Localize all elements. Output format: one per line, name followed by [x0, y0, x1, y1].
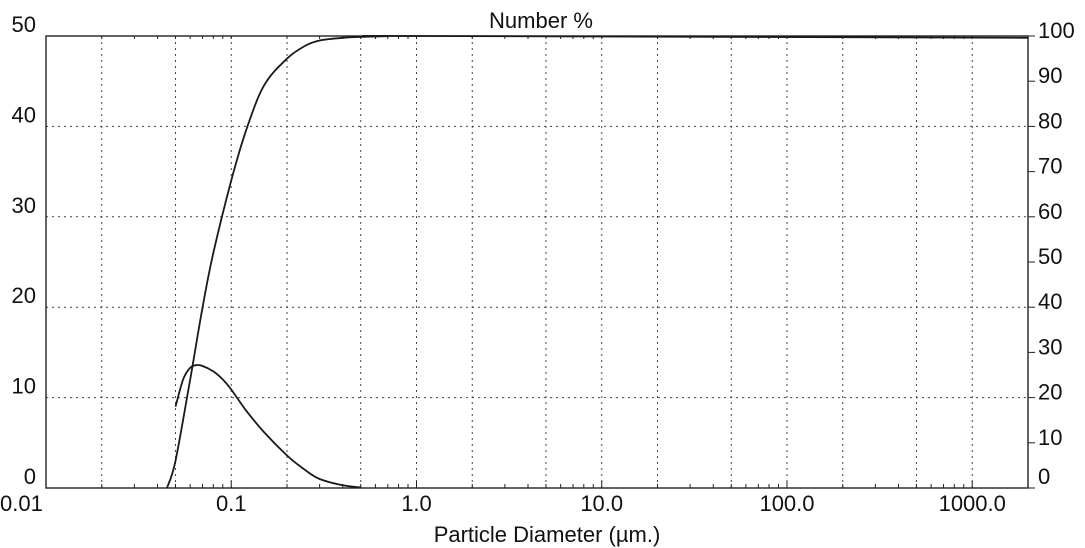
x-tick-label: 0.1	[216, 491, 247, 516]
grid-layer	[46, 36, 1028, 488]
series-layer	[166, 34, 1029, 489]
x-tick-label: 1.0	[401, 491, 432, 516]
y-right-tick-label: 20	[1038, 380, 1062, 405]
y-right-tick-label: 0	[1038, 464, 1050, 489]
y-right-tick-label: 100	[1038, 18, 1075, 43]
label-layer: 0.01 0.1 1.0 10.0 100.0 1000.0 0 10 20 30 40 50 0 10 2…	[0, 12, 1075, 516]
y-left-tick-label: 20	[12, 283, 36, 308]
y-right-tick-label: 90	[1038, 63, 1062, 88]
distribution-curve	[174, 364, 361, 489]
y-right-tick-label: 30	[1038, 334, 1062, 359]
y-left-tick-label: 0	[24, 464, 36, 489]
x-tick-label: 0.01	[0, 491, 43, 516]
cumulative-curve	[166, 34, 1029, 489]
chart-title: Number %	[489, 8, 593, 33]
x-axis-title: Particle Diameter (µm.)	[434, 522, 661, 547]
x-tick-label: 10.0	[580, 491, 623, 516]
y-left-tick-label: 40	[12, 102, 36, 127]
y-right-tick-label: 70	[1038, 154, 1062, 179]
y-right-tick-label: 40	[1038, 289, 1062, 314]
plot-frame	[45, 35, 1029, 489]
y-right-tick-label: 60	[1038, 199, 1062, 224]
y-right-tick-label: 10	[1038, 425, 1062, 450]
y-left-tick-label: 10	[12, 374, 36, 399]
y-left-tick-label: 50	[12, 12, 36, 37]
x-tick-label: 1000.0	[939, 491, 1006, 516]
y-right-tick-label: 50	[1038, 244, 1062, 269]
y-left-tick-label: 30	[12, 193, 36, 218]
y-right-tick-label: 80	[1038, 108, 1062, 133]
x-tick-label: 100.0	[759, 491, 814, 516]
tick-layer	[101, 35, 1035, 489]
